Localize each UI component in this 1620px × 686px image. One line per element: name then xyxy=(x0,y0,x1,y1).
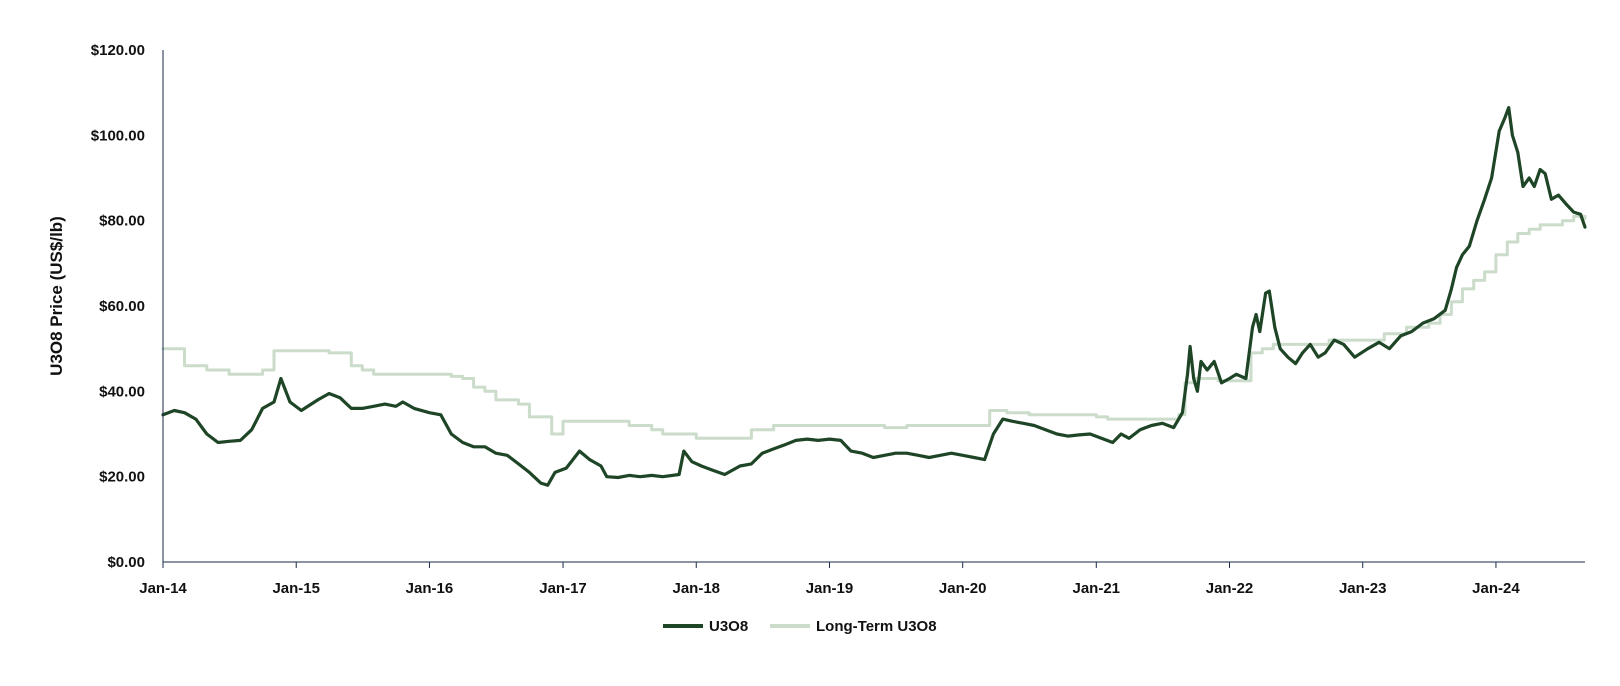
legend-label-u3o8: U3O8 xyxy=(709,618,748,635)
series-line-u3o8 xyxy=(161,106,1587,487)
y-axis-ticks: $0.00 $20.00 $40.00 $60.00 $80.00 $100.00 $120… xyxy=(91,42,145,571)
y-tick-label: $40.00 xyxy=(99,383,145,400)
x-tick-label: Jan-16 xyxy=(406,580,454,597)
y-tick-label: $80.00 xyxy=(99,213,145,230)
x-axis-ticks: Jan-14 Jan-15 Jan-16 Jan-17 Jan-18 Jan-19 Jan-… xyxy=(139,562,1520,597)
x-tick-label: Jan-18 xyxy=(672,580,720,597)
y-tick-label: $60.00 xyxy=(99,298,145,315)
legend: U3O8 Long-Term U3O8 xyxy=(663,618,937,635)
y-tick-label: $120.00 xyxy=(91,42,145,59)
y-tick-label: $20.00 xyxy=(99,469,145,486)
y-tick-label: $100.00 xyxy=(91,127,145,144)
axes-layer: $0.00 $20.00 $40.00 $60.00 $80.00 $100.00 $120… xyxy=(47,42,1585,597)
x-tick-label: Jan-20 xyxy=(939,580,987,597)
x-tick-label: Jan-24 xyxy=(1472,580,1520,597)
x-tick-label: Jan-19 xyxy=(806,580,854,597)
x-tick-label: Jan-23 xyxy=(1339,580,1387,597)
series-layer xyxy=(161,106,1587,487)
x-tick-label: Jan-21 xyxy=(1073,580,1121,597)
x-tick-label: Jan-15 xyxy=(272,580,320,597)
x-tick-label: Jan-22 xyxy=(1206,580,1254,597)
y-axis-title: U3O8 Price (US$/lb) xyxy=(47,216,66,376)
x-tick-label: Jan-17 xyxy=(539,580,587,597)
x-tick-label: Jan-14 xyxy=(139,580,187,597)
y-tick-label: $0.00 xyxy=(107,554,145,571)
series-line-long-term-u3o8 xyxy=(161,214,1587,440)
legend-label-long-term-u3o8: Long-Term U3O8 xyxy=(816,618,937,635)
